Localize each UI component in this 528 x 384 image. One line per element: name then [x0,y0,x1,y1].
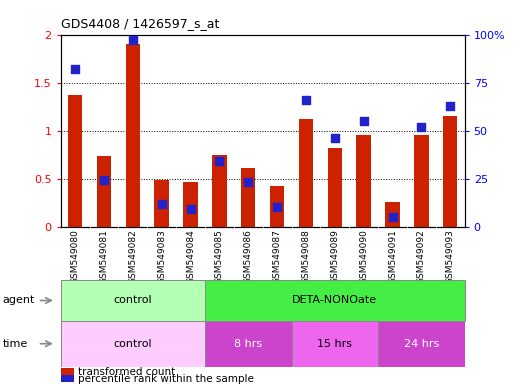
Bar [241,168,256,227]
Text: GSM549082: GSM549082 [128,229,137,284]
Bar [327,148,342,227]
Bar [205,280,465,321]
Point [417,124,426,130]
Point [273,204,281,210]
Text: time: time [3,339,28,349]
Text: GDS4408 / 1426597_s_at: GDS4408 / 1426597_s_at [61,17,219,30]
Text: 15 hrs: 15 hrs [317,339,352,349]
Point [331,135,339,141]
Text: 8 hrs: 8 hrs [234,339,262,349]
Text: GSM549092: GSM549092 [417,229,426,284]
Bar [212,155,227,227]
Text: GSM549088: GSM549088 [301,229,310,284]
Text: 24 hrs: 24 hrs [404,339,439,349]
Point [446,103,455,109]
Bar [97,156,111,227]
Bar [291,321,378,367]
Bar [378,321,465,367]
Point [71,66,79,72]
Bar [443,116,457,227]
Text: percentile rank within the sample: percentile rank within the sample [78,374,254,384]
Text: GSM549089: GSM549089 [331,229,340,284]
Text: GSM549090: GSM549090 [359,229,368,284]
Text: GSM549086: GSM549086 [244,229,253,284]
Bar [61,280,205,321]
Text: GSM549087: GSM549087 [272,229,281,284]
Point [186,206,195,212]
Point [100,177,108,184]
Text: transformed count: transformed count [78,367,175,377]
Bar [270,186,284,227]
Point [129,37,137,43]
Bar [385,202,400,227]
Bar [205,321,291,367]
Bar [61,321,205,367]
Text: GSM549083: GSM549083 [157,229,166,284]
Bar [299,119,313,227]
Point [388,214,397,220]
Text: GSM549091: GSM549091 [388,229,397,284]
Bar [68,95,82,227]
Text: GSM549085: GSM549085 [215,229,224,284]
Text: agent: agent [3,295,35,306]
Bar [183,182,198,227]
Point [215,158,224,164]
Point [301,97,310,103]
Point [244,179,252,185]
Bar [155,180,169,227]
Bar [126,44,140,227]
Point [360,118,368,124]
Text: GSM549084: GSM549084 [186,229,195,284]
Text: GSM549093: GSM549093 [446,229,455,284]
Text: control: control [114,339,152,349]
Text: GSM549081: GSM549081 [99,229,108,284]
Point [157,200,166,207]
Text: control: control [114,295,152,306]
Bar [414,136,429,227]
Text: DETA-NONOate: DETA-NONOate [292,295,378,306]
Text: GSM549080: GSM549080 [71,229,80,284]
Bar [356,136,371,227]
